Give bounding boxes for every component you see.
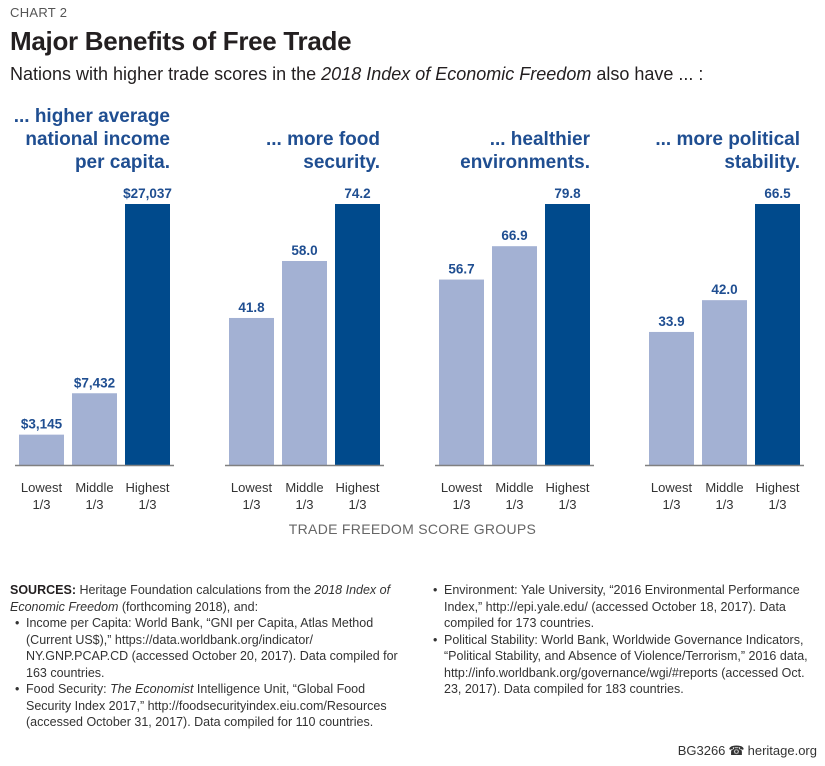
- data-label: 66.5: [764, 186, 791, 201]
- footer: BG3266 ☎ heritage.org: [678, 743, 817, 759]
- report-code: BG3266: [677, 743, 726, 758]
- chart-4-title-line: ... more political: [655, 129, 800, 150]
- category-label: Lowest: [651, 480, 693, 495]
- category-label: 1/3: [558, 497, 576, 512]
- data-label: $3,145: [21, 417, 63, 432]
- data-label: 42.0: [711, 282, 737, 297]
- chart-2-title-line: ... more food: [266, 129, 380, 150]
- bar-1-1: [19, 434, 64, 465]
- source-food-italic: The Economist: [110, 682, 194, 696]
- subtitle-text: Nations with higher trade scores in the: [10, 64, 322, 84]
- bar-2-1: [229, 317, 274, 465]
- sources-label: SOURCES:: [10, 583, 76, 597]
- category-label: Lowest: [21, 480, 63, 495]
- sources-right: Environment: Yale University, “2016 Envi…: [428, 582, 818, 698]
- category-label: Middle: [75, 480, 113, 495]
- data-label: 66.9: [501, 228, 527, 243]
- sources-left: SOURCES: Heritage Foundation calculation…: [10, 582, 410, 731]
- subtitle-italic: 2018 Index of Economic Freedom: [321, 64, 592, 84]
- category-label: 1/3: [242, 497, 260, 512]
- liberty-bell-icon: ☎: [728, 743, 745, 758]
- category-label: 1/3: [348, 497, 366, 512]
- source-food-pre: Food Security:: [26, 682, 111, 696]
- category-label: 1/3: [295, 497, 313, 512]
- bar-1-2: [72, 393, 117, 465]
- category-label: Middle: [705, 480, 743, 495]
- subtitle-tail: also have ... :: [591, 64, 704, 84]
- chart-1-title-line: national income: [25, 129, 170, 150]
- category-label: Highest: [545, 480, 589, 495]
- chart-4-title-line: stability.: [724, 152, 800, 173]
- source-political: Political Stability: World Bank, Worldwi…: [428, 632, 818, 698]
- data-label: 33.9: [658, 314, 684, 329]
- x-axis-title: TRADE FREEDOM SCORE GROUPS: [288, 521, 537, 537]
- bar-4-3: [755, 204, 800, 465]
- chart-1-title-line: per capita.: [75, 152, 170, 173]
- chart-3-title-line: ... healthier: [490, 129, 591, 150]
- chart-kicker: CHART 2: [10, 5, 68, 20]
- category-label: 1/3: [32, 497, 50, 512]
- bar-1-3: [125, 204, 170, 465]
- category-label: 1/3: [85, 497, 103, 512]
- chart-1-title-line: ... higher average: [14, 106, 170, 127]
- category-label: Lowest: [441, 480, 483, 495]
- source-environment: Environment: Yale University, “2016 Envi…: [428, 582, 818, 632]
- data-label: $27,037: [123, 186, 172, 201]
- category-label: 1/3: [505, 497, 523, 512]
- bar-4-2: [702, 300, 747, 465]
- chart-subtitle: Nations with higher trade scores in the …: [10, 64, 703, 85]
- bar-2-3: [335, 204, 380, 465]
- source-food-post: Intelligence Unit, “Global Food Security…: [26, 682, 387, 729]
- category-label: 1/3: [138, 497, 156, 512]
- bar-2-2: [282, 260, 327, 465]
- category-label: Highest: [755, 480, 799, 495]
- chart-title: Major Benefits of Free Trade: [10, 26, 352, 56]
- bar-3-2: [492, 246, 537, 465]
- sources-lead-italic: 2018 Index of Economic Freedom: [10, 583, 391, 614]
- category-label: 1/3: [662, 497, 680, 512]
- category-label: 1/3: [715, 497, 733, 512]
- data-label: 56.7: [448, 262, 474, 277]
- category-label: 1/3: [768, 497, 786, 512]
- category-label: Highest: [335, 480, 379, 495]
- data-label: $7,432: [74, 375, 115, 390]
- source-food: Food Security: The Economist Intelligenc…: [10, 681, 410, 731]
- category-label: Middle: [285, 480, 323, 495]
- sources-lead: SOURCES: Heritage Foundation calculation…: [10, 582, 410, 615]
- sources-lead-text: Heritage Foundation calculations from th…: [75, 583, 315, 597]
- data-label: 41.8: [238, 300, 265, 315]
- bar-4-1: [649, 331, 694, 465]
- site-name: heritage.org: [747, 743, 817, 758]
- chart-3-title-line: environments.: [460, 152, 590, 173]
- data-label: 79.8: [554, 186, 581, 201]
- chart-2-title-line: security.: [303, 152, 380, 173]
- sources-lead-tail: (forthcoming 2018), and:: [118, 599, 259, 614]
- source-income: Income per Capita: World Bank, “GNI per …: [10, 615, 410, 681]
- data-label: 58.0: [291, 243, 317, 258]
- category-label: Middle: [495, 480, 533, 495]
- category-label: 1/3: [452, 497, 470, 512]
- bar-3-3: [545, 204, 590, 465]
- category-label: Highest: [125, 480, 169, 495]
- data-label: 74.2: [344, 186, 370, 201]
- category-label: Lowest: [231, 480, 273, 495]
- bar-3-1: [439, 279, 484, 465]
